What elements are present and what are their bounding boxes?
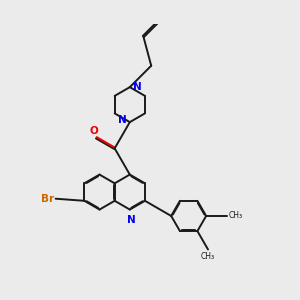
Text: CH₃: CH₃ — [229, 212, 243, 220]
Text: N: N — [118, 116, 126, 125]
Text: O: O — [89, 126, 98, 136]
Text: N: N — [127, 214, 136, 225]
Text: Br: Br — [41, 194, 54, 204]
Text: CH₃: CH₃ — [201, 252, 215, 261]
Text: N: N — [133, 82, 142, 92]
